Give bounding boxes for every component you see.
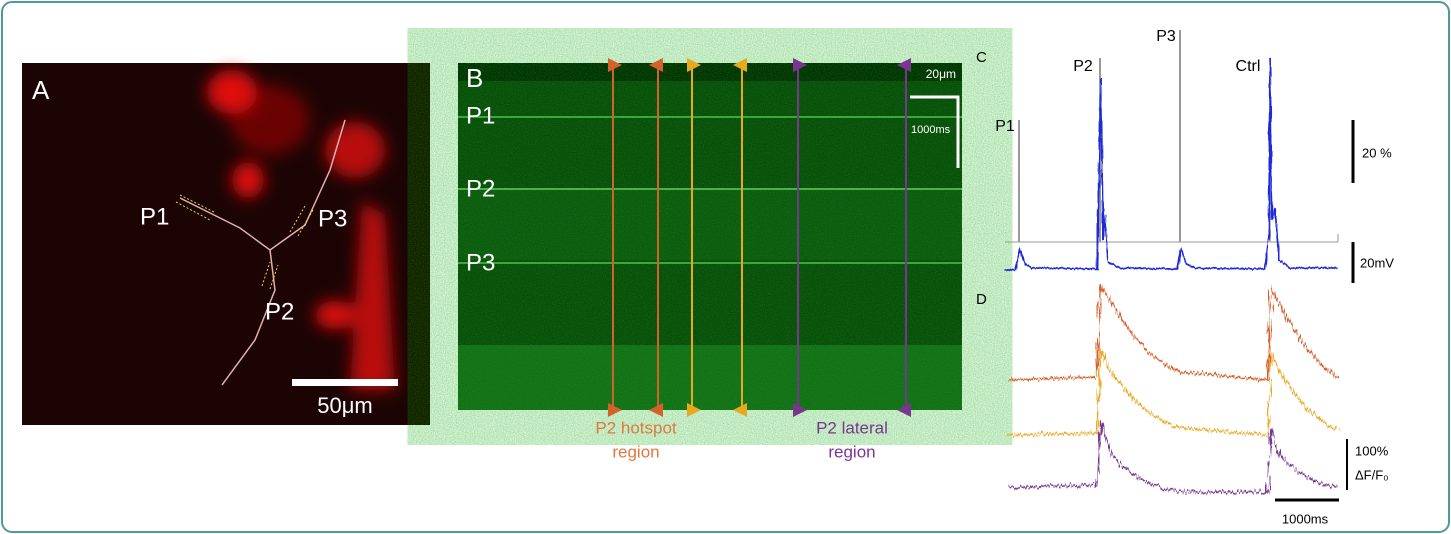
panel-b: B P1 P2 P3 20μm 1000ms P2 hotspot region…: [458, 58, 962, 461]
region-lines: [612, 65, 907, 410]
voltage-trace: [1005, 57, 1338, 271]
trace-lateral: [1007, 421, 1339, 493]
scale-label: 1000ms: [1282, 511, 1329, 526]
arrowheads: [608, 58, 911, 417]
panel-c: C P1 P2 P3 Ctrl 20 % 20mV: [976, 28, 1394, 283]
panel-d: D 100% ΔF/F₀ 1000ms: [976, 284, 1389, 526]
point-label: P2: [466, 175, 495, 202]
roi-markers: [175, 194, 314, 290]
scale-label: 50μm: [317, 393, 372, 418]
scale-label: 1000ms: [911, 124, 951, 136]
panel-label: A: [32, 75, 50, 105]
point-label: P1: [140, 203, 169, 230]
scale-label: 20mV: [1360, 255, 1394, 270]
region-label: region: [828, 442, 875, 461]
panel-label: D: [976, 291, 987, 308]
region-label: P2 lateral: [816, 418, 888, 437]
fluorescence-traces: [1007, 284, 1339, 493]
scale-label: 100%: [1355, 443, 1389, 458]
marker-label: P3: [1156, 28, 1176, 45]
point-label: P3: [466, 249, 495, 276]
scale-label: ΔF/F₀: [1355, 467, 1389, 482]
trace-hotspot-b: [1007, 349, 1339, 436]
line-scans: [458, 116, 962, 264]
scale-bar: [910, 95, 960, 168]
panel-a: A P1 P2 P3 50μm: [22, 63, 430, 425]
panel-label: C: [976, 49, 987, 66]
marker-label: Ctrl: [1236, 58, 1261, 75]
panel-label: B: [466, 63, 483, 93]
point-label: P1: [466, 102, 495, 129]
marker-label: P1: [995, 118, 1015, 135]
trace-hotspot-a: [1007, 284, 1339, 381]
scale-label: 20 %: [1362, 145, 1392, 160]
region-label: region: [612, 442, 659, 461]
dendrite: [179, 197, 276, 386]
dendrite: [269, 119, 346, 251]
scale-bar: [292, 379, 398, 386]
texture: [458, 63, 962, 410]
marker-label: P2: [1073, 58, 1093, 75]
point-label: P2: [265, 298, 294, 325]
region-label: P2 hotspot: [595, 418, 677, 437]
scale-label: 20μm: [926, 67, 956, 81]
point-label: P3: [318, 205, 347, 232]
